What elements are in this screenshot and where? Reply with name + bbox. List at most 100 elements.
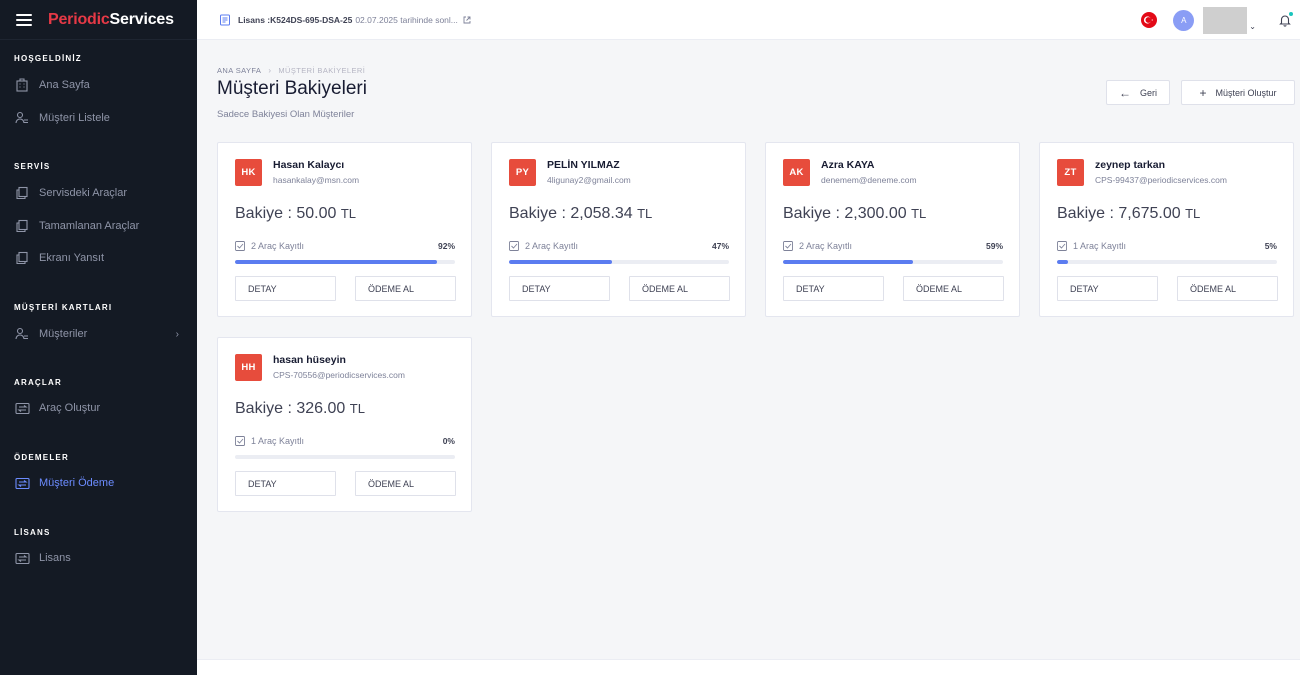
vehicle-count: 2 Araç Kayıtlı [509,241,578,251]
customer-balance: Bakiye : 50.00 TL [235,205,356,223]
breadcrumb: ANA SAYFA › MÜŞTERİ BAKİYELERİ [217,66,365,75]
customer-initials-badge: ZT [1057,159,1084,186]
customer-initials-badge: AK [783,159,810,186]
progress-fill [235,260,438,264]
detail-button[interactable]: DETAY [235,276,336,301]
take-payment-button[interactable]: ÖDEME AL [355,471,456,496]
copy-icon [14,185,30,201]
notification-dot [1289,12,1293,16]
building-icon [14,77,30,93]
footer [197,659,1300,675]
balance-amount: Bakiye : 326.00 [235,400,346,417]
take-payment-button[interactable]: ÖDEME AL [903,276,1004,301]
customer-name[interactable]: PELİN YILMAZ [547,159,620,171]
detail-button[interactable]: DETAY [235,471,336,496]
customer-card: AK Azra KAYA denemem@deneme.com Bakiye :… [765,142,1020,317]
sidebar-item-mirror-screen[interactable]: Ekranı Yansıt [14,248,184,268]
copy-icon [14,250,30,266]
nav-section-vehicles: ARAÇLAR [14,378,62,387]
back-button[interactable]: ← Geri [1106,80,1170,105]
take-payment-button[interactable]: ÖDEME AL [629,276,730,301]
breadcrumb-home[interactable]: ANA SAYFA [217,66,262,75]
license-expiry: 02.07.2025 tarihinde sonl... [355,14,458,25]
balance-amount: Bakiye : 50.00 [235,205,337,222]
customer-card: HK Hasan Kalaycı hasankalay@msn.com Baki… [217,142,472,317]
progress-percent: 92% [437,241,455,251]
turkey-flag-icon[interactable] [1141,12,1158,28]
balance-amount: Bakiye : 2,058.34 [509,205,633,222]
user-name-placeholder[interactable] [1203,6,1248,34]
chevron-right-icon: › [268,66,272,75]
take-payment-button[interactable]: ÖDEME AL [1177,276,1278,301]
progress-bar [235,455,455,459]
check-square-icon [1057,241,1067,251]
customer-card: HH hasan hüseyin CPS-70556@periodicservi… [217,337,472,512]
sidebar: PeriodicServices HOŞGELDİNİZ Ana Sayfa M… [0,0,197,675]
topbar: Lisans :K524DS-695-DSA-25 02.07.2025 tar… [197,0,1300,40]
customer-email: 4ligunay2@gmail.com [547,175,631,185]
detail-button[interactable]: DETAY [783,276,884,301]
sidebar-item-customer-payment[interactable]: Müşteri Ödeme [14,473,184,493]
sidebar-item-completed-vehicles[interactable]: Tamamlanan Araçlar [14,216,184,236]
progress-bar [783,260,1003,264]
customer-initials-badge: HH [235,354,262,381]
customer-email: hasankalay@msn.com [273,175,360,185]
page-title: Müşteri Bakiyeleri [217,78,367,99]
progress-fill [1057,260,1068,264]
progress-percent: 0% [442,436,455,446]
plus-icon: + [1199,85,1207,100]
balance-currency: TL [1185,206,1201,221]
customer-name[interactable]: Hasan Kalaycı [273,159,345,171]
balance-currency: TL [911,206,927,221]
customer-balance: Bakiye : 326.00 TL [235,400,365,418]
bell-icon[interactable] [1278,12,1293,27]
customer-email: CPS-99437@periodicservices.com [1095,175,1227,185]
customer-name[interactable]: Azra KAYA [821,159,875,171]
vehicle-count: 1 Araç Kayıtlı [1057,241,1126,251]
customer-card: PY PELİN YILMAZ 4ligunay2@gmail.com Baki… [491,142,746,317]
chevron-down-icon[interactable]: ⌄ [1249,21,1256,31]
user-list-icon [14,110,30,126]
sidebar-item-create-vehicle[interactable]: Araç Oluştur [14,398,184,418]
document-icon [220,14,230,25]
sidebar-item-customer-list[interactable]: Müşteri Listele [14,108,184,128]
progress-percent: 59% [985,241,1003,251]
customer-email: denemem@deneme.com [821,175,917,185]
nav-section-license: LİSANS [14,528,51,537]
vehicle-count: 1 Araç Kayıtlı [235,436,304,446]
vehicle-count: 2 Araç Kayıtlı [235,241,304,251]
customer-initials-badge: HK [235,159,262,186]
progress-fill [509,260,613,264]
sidebar-item-license[interactable]: Lisans [14,548,184,568]
detail-button[interactable]: DETAY [1057,276,1158,301]
sidebar-item-vehicles-in-service[interactable]: Servisdeki Araçlar [14,183,184,203]
create-customer-button[interactable]: + Müşteri Oluştur [1181,80,1295,105]
check-square-icon [235,436,245,446]
balance-amount: Bakiye : 2,300.00 [783,205,907,222]
nav-section-welcome: HOŞGELDİNİZ [14,54,82,63]
avatar[interactable]: A [1173,9,1195,31]
customer-email: CPS-70556@periodicservices.com [273,370,405,380]
exchange-icon [14,475,30,491]
progress-percent: 5% [1264,241,1277,251]
customer-name[interactable]: hasan hüseyin [273,354,346,366]
external-link-icon[interactable] [463,16,471,24]
topbar-right: A ⌄ [1141,0,1300,40]
take-payment-button[interactable]: ÖDEME AL [355,276,456,301]
hamburger-menu-icon[interactable] [16,13,32,26]
sidebar-item-home[interactable]: Ana Sayfa [14,75,184,95]
user-list-icon [14,326,30,342]
brand-bar: PeriodicServices [0,0,197,40]
brand-logo[interactable]: PeriodicServices [48,10,174,28]
breadcrumb-current: MÜŞTERİ BAKİYELERİ [278,66,366,75]
customer-balance: Bakiye : 2,058.34 TL [509,205,652,223]
check-square-icon [783,241,793,251]
license-info[interactable]: Lisans :K524DS-695-DSA-25 02.07.2025 tar… [219,14,471,26]
customer-name[interactable]: zeynep tarkan [1095,159,1166,171]
exchange-icon [14,550,30,566]
vehicle-count: 2 Araç Kayıtlı [783,241,852,251]
detail-button[interactable]: DETAY [509,276,610,301]
license-key: Lisans :K524DS-695-DSA-25 [238,14,353,25]
sidebar-item-customers[interactable]: Müşteriler › [14,324,184,344]
customer-balance: Bakiye : 7,675.00 TL [1057,205,1200,223]
